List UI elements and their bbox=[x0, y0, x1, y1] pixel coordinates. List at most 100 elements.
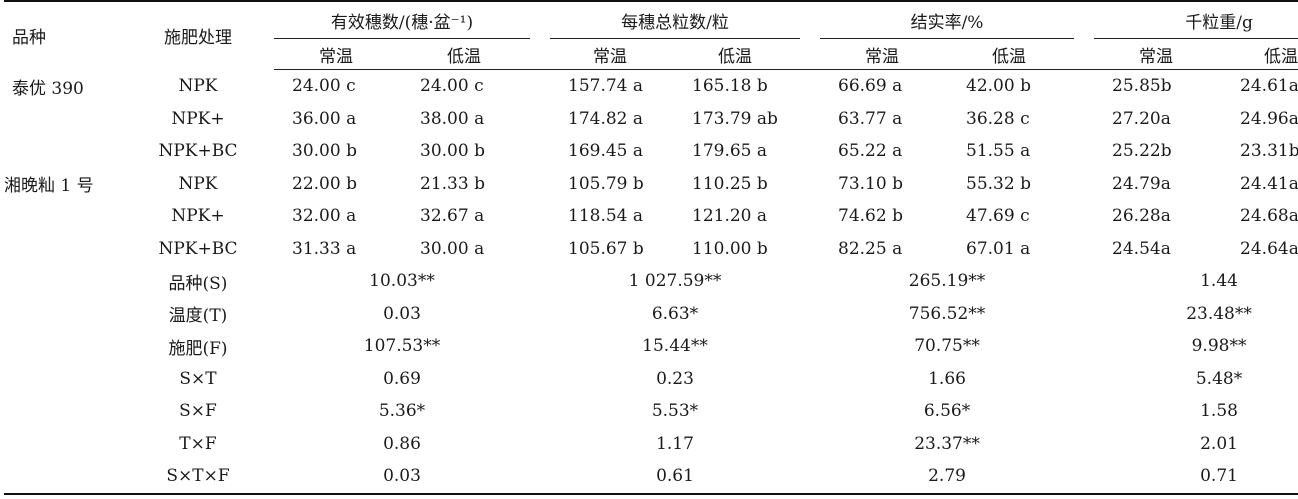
anova-value: 23.48** bbox=[1186, 303, 1252, 324]
anova-row: S×T×F 0.03 0.61 2.79 0.71 bbox=[4, 460, 1298, 495]
cell-value: 165.18 b bbox=[692, 76, 768, 97]
cell-value: 32.67 a bbox=[420, 206, 485, 227]
anova-value: 10.03** bbox=[369, 271, 435, 292]
anova-value: 1.17 bbox=[656, 433, 694, 454]
cell-treatment: NPK+BC bbox=[158, 238, 238, 259]
header-group-panicles: 有效穗数/(穗·盆⁻¹) bbox=[274, 0, 530, 39]
table-row: 湘晚籼 1 号 NPK 22.00 b 21.33 b 105.79 b 110… bbox=[4, 168, 1298, 201]
cell-value: 24.79a bbox=[1112, 173, 1171, 194]
cell-value: 27.20a bbox=[1112, 108, 1171, 129]
cell-value: 105.79 b bbox=[568, 173, 644, 194]
cell-value: 32.00 a bbox=[292, 206, 357, 227]
anova-row: T×F 0.86 1.17 23.37** 2.01 bbox=[4, 428, 1298, 461]
anova-row: 品种(S) 10.03** 1 027.59** 265.19** 1.44 bbox=[4, 265, 1298, 298]
anova-value: 0.69 bbox=[383, 368, 421, 389]
anova-value: 70.75** bbox=[914, 336, 980, 357]
cell-value: 65.22 a bbox=[838, 141, 903, 162]
cell-value: 31.33 a bbox=[292, 238, 357, 259]
anova-value: 0.23 bbox=[656, 368, 694, 389]
cell-value: 24.54a bbox=[1112, 238, 1171, 259]
anova-source: 品种(S) bbox=[168, 273, 228, 294]
anova-source: 温度(T) bbox=[168, 306, 228, 327]
anova-value: 1.66 bbox=[928, 368, 966, 389]
header-treatment: 施肥处理 bbox=[132, 0, 264, 70]
data-table: 品种 施肥处理 有效穗数/(穗·盆⁻¹) 每穗总粒数/粒 结实率/% 千粒重/g… bbox=[4, 0, 1298, 495]
cell-value: 24.61a bbox=[1240, 76, 1298, 97]
anova-row: 温度(T) 0.03 6.63* 756.52** 23.48** bbox=[4, 298, 1298, 331]
header-sub-low: 低温 bbox=[670, 38, 801, 70]
anova-source: T×F bbox=[179, 433, 217, 454]
header-group-seedset: 结实率/% bbox=[820, 0, 1075, 39]
cell-treatment: NPK bbox=[178, 76, 218, 96]
table-row: 泰优 390 NPK 24.00 c 24.00 c 157.74 a 165.… bbox=[4, 70, 1298, 103]
cell-value: 25.85b bbox=[1112, 76, 1172, 97]
cell-value: 118.54 a bbox=[568, 206, 644, 227]
table-row: NPK+BC 30.00 b 30.00 b 169.45 a 179.65 a… bbox=[4, 135, 1298, 168]
cell-value: 179.65 a bbox=[692, 141, 768, 162]
anova-value: 6.63* bbox=[651, 303, 699, 324]
anova-source: S×T×F bbox=[132, 460, 264, 495]
anova-source: S×T bbox=[179, 368, 217, 389]
table-row: NPK+BC 31.33 a 30.00 a 105.67 b 110.00 b… bbox=[4, 233, 1298, 266]
anova-row: S×F 5.36* 5.53* 6.56* 1.58 bbox=[4, 395, 1298, 428]
cell-treatment: NPK+BC bbox=[158, 141, 238, 162]
cell-value: 22.00 b bbox=[292, 173, 357, 194]
table-row: NPK+ 32.00 a 32.67 a 118.54 a 121.20 a 7… bbox=[4, 200, 1298, 233]
header-row-1: 品种 施肥处理 有效穗数/(穗·盆⁻¹) 每穗总粒数/粒 结实率/% 千粒重/g bbox=[4, 0, 1298, 70]
cell-value: 24.41a bbox=[1240, 173, 1298, 194]
cell-value: 30.00 b bbox=[292, 141, 357, 162]
anova-value: 2.79 bbox=[820, 460, 1075, 495]
header-group-grainweight: 千粒重/g bbox=[1094, 0, 1298, 39]
cell-value: 36.00 a bbox=[292, 108, 357, 129]
header-sub-low: 低温 bbox=[1218, 38, 1298, 70]
cell-value: 157.74 a bbox=[568, 76, 644, 97]
cell-variety bbox=[4, 200, 132, 233]
cell-value: 169.45 a bbox=[568, 141, 644, 162]
anova-source: 施肥(F) bbox=[168, 338, 228, 359]
cell-value: 23.31b bbox=[1240, 141, 1298, 162]
anova-value: 6.56* bbox=[923, 401, 971, 422]
header-sub-normal: 常温 bbox=[274, 38, 398, 70]
cell-value: 121.20 a bbox=[692, 206, 768, 227]
header-sub-low: 低温 bbox=[944, 38, 1075, 70]
anova-value: 9.98** bbox=[1191, 336, 1247, 357]
cell-value: 30.00 b bbox=[420, 141, 485, 162]
cell-value: 26.28a bbox=[1112, 206, 1171, 227]
anova-value: 5.36* bbox=[378, 401, 426, 422]
cell-treatment: NPK+ bbox=[171, 108, 225, 129]
header-sub-normal: 常温 bbox=[550, 38, 670, 70]
anova-row: S×T 0.69 0.23 1.66 5.48* bbox=[4, 363, 1298, 396]
anova-value: 0.86 bbox=[383, 433, 421, 454]
table-row: NPK+ 36.00 a 38.00 a 174.82 a 173.79 ab … bbox=[4, 103, 1298, 136]
anova-value: 5.53* bbox=[651, 401, 699, 422]
anova-value: 107.53** bbox=[363, 336, 441, 357]
cell-value: 38.00 a bbox=[420, 108, 485, 129]
anova-value: 23.37** bbox=[914, 433, 980, 454]
header-sub-low: 低温 bbox=[398, 38, 530, 70]
anova-value: 0.61 bbox=[550, 460, 801, 495]
cell-value: 63.77 a bbox=[838, 108, 903, 129]
cell-value: 24.00 c bbox=[420, 76, 484, 97]
cell-value: 55.32 b bbox=[966, 173, 1031, 194]
cell-value: 110.25 b bbox=[692, 173, 768, 194]
anova-value: 2.01 bbox=[1200, 433, 1238, 454]
anova-row: 施肥(F) 107.53** 15.44** 70.75** 9.98** bbox=[4, 330, 1298, 363]
header-sub-normal: 常温 bbox=[820, 38, 945, 70]
cell-treatment: NPK bbox=[178, 173, 218, 194]
anova-value: 756.52** bbox=[908, 303, 986, 324]
anova-value: 1.44 bbox=[1200, 271, 1238, 292]
cell-value: 36.28 c bbox=[966, 108, 1030, 129]
anova-value: 5.48* bbox=[1195, 368, 1243, 389]
cell-value: 47.69 c bbox=[966, 206, 1030, 227]
anova-value: 265.19** bbox=[908, 271, 986, 292]
header-sub-normal: 常温 bbox=[1094, 38, 1219, 70]
anova-value: 0.03 bbox=[274, 460, 530, 495]
cell-value: 25.22b bbox=[1112, 141, 1172, 162]
cell-treatment: NPK+ bbox=[171, 206, 225, 227]
anova-source: S×F bbox=[179, 401, 217, 422]
cell-value: 110.00 b bbox=[692, 238, 768, 259]
cell-value: 73.10 b bbox=[838, 173, 903, 194]
anova-value: 15.44** bbox=[642, 336, 708, 357]
cell-value: 24.00 c bbox=[292, 76, 356, 97]
